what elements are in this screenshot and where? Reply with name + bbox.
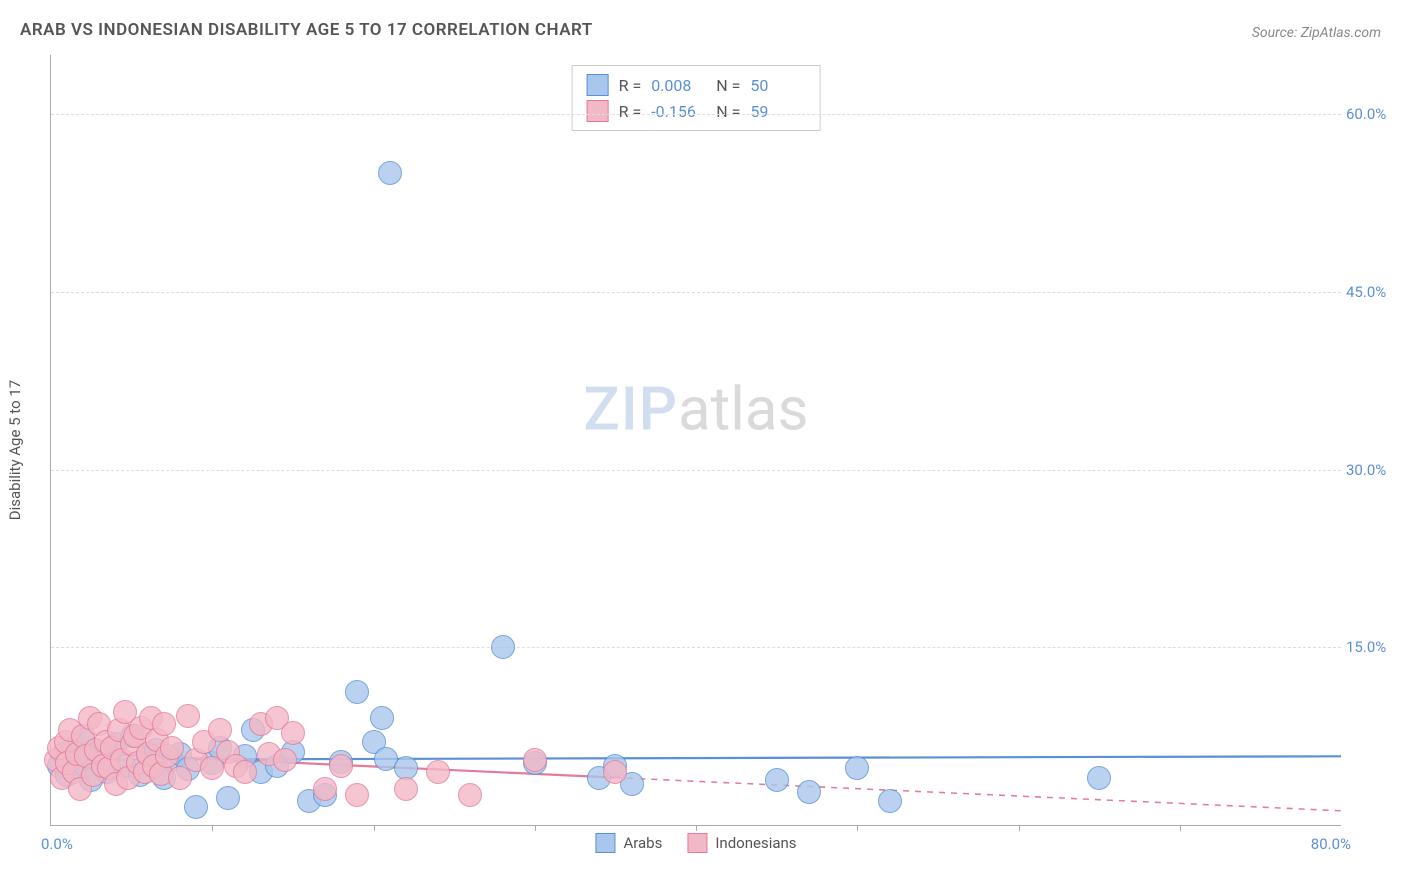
x-axis-min-label: 0.0% [41,835,73,853]
legend-row-arabs: R = 0.008 N = 50 [587,72,806,98]
data-point [378,161,402,185]
chart-container: Disability Age 5 to 17 ZIPatlas R = 0.00… [50,55,1380,845]
arabs-swatch-icon [595,833,615,853]
gridline [51,647,1341,648]
arabs-swatch-icon [587,74,609,96]
x-tick [857,825,858,831]
legend-item-arabs: Arabs [595,833,662,853]
n-label: N = [716,102,740,121]
data-point [345,783,369,807]
legend-label: Arabs [623,834,662,852]
plot-area: ZIPatlas R = 0.008 N = 50 R = -0.156 N =… [50,55,1341,826]
data-point [878,789,902,813]
watermark: ZIPatlas [584,374,809,445]
r-label: R = [619,102,642,121]
y-tick-label: 30.0% [1346,461,1391,479]
data-point [765,768,789,792]
data-point [152,712,176,736]
indonesians-n-value: 59 [750,102,805,121]
y-axis-title: Disability Age 5 to 17 [6,380,24,520]
data-point [797,780,821,804]
data-point [160,736,184,760]
x-axis-max-label: 80.0% [1311,835,1351,853]
x-tick [374,825,375,831]
y-tick-label: 60.0% [1346,105,1391,123]
data-point [426,760,450,784]
x-tick [1180,825,1181,831]
y-tick-label: 45.0% [1346,283,1391,301]
data-point [370,706,394,730]
data-point [491,635,515,659]
source-attribution: Source: ZipAtlas.com [1252,25,1381,41]
correlation-legend: R = 0.008 N = 50 R = -0.156 N = 59 [572,65,821,131]
indonesians-swatch-icon [587,100,609,122]
data-point [523,748,547,772]
data-point [184,795,208,819]
trend-lines [51,55,1341,825]
data-point [1087,766,1111,790]
x-tick [212,825,213,831]
x-tick [1019,825,1020,831]
data-point [233,760,257,784]
legend-label: Indonesians [715,834,796,852]
indonesians-swatch-icon [687,833,707,853]
watermark-zip: ZIP [584,374,678,445]
x-tick [696,825,697,831]
n-label: N = [716,76,740,95]
x-tick [535,825,536,831]
data-point [273,748,297,772]
series-legend: Arabs Indonesians [595,833,796,853]
data-point [176,704,200,728]
gridline [51,470,1341,471]
arabs-r-value: 0.008 [651,76,706,95]
data-point [345,680,369,704]
data-point [394,777,418,801]
data-point [313,777,337,801]
watermark-atlas: atlas [678,374,808,445]
data-point [216,786,240,810]
arabs-n-value: 50 [750,76,805,95]
r-label: R = [619,76,642,95]
data-point [281,721,305,745]
indonesians-r-value: -0.156 [651,102,706,121]
chart-title: ARAB VS INDONESIAN DISABILITY AGE 5 TO 1… [20,20,593,40]
legend-item-indonesians: Indonesians [687,833,796,853]
gridline [51,114,1341,115]
data-point [845,756,869,780]
data-point [458,783,482,807]
gridline [51,292,1341,293]
data-point [603,760,627,784]
legend-row-indonesians: R = -0.156 N = 59 [587,98,806,124]
y-tick-label: 15.0% [1346,638,1391,656]
data-point [329,754,353,778]
